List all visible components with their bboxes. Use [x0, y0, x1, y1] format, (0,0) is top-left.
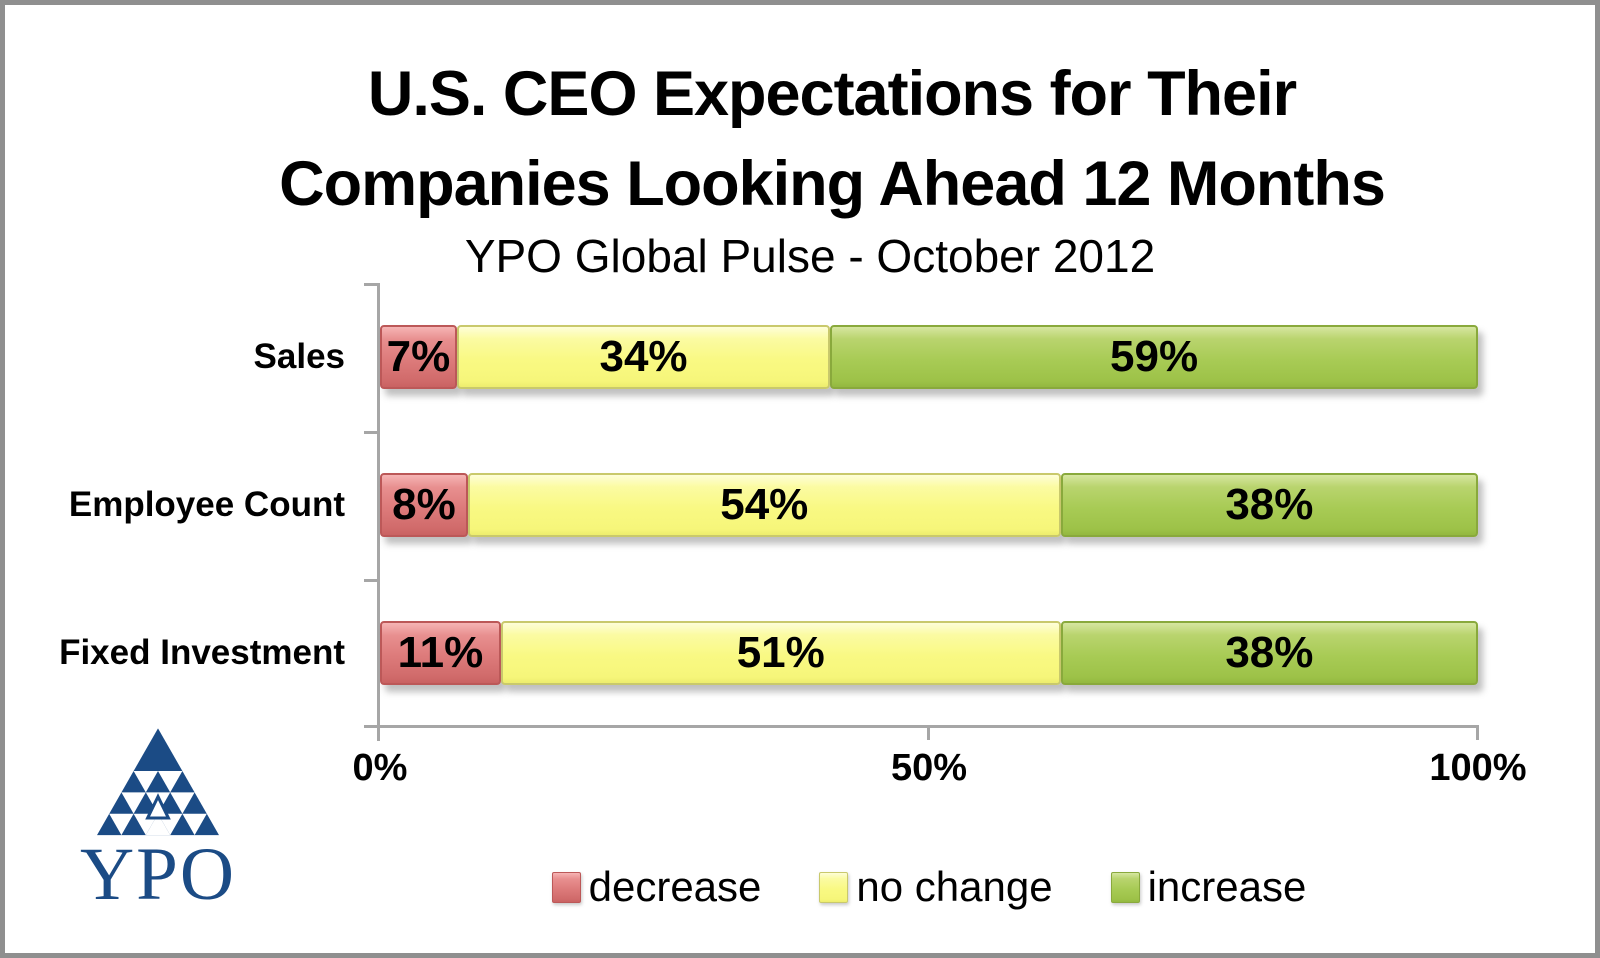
bar-segment-no-change: 54%: [467, 473, 1061, 537]
ypo-triangle-logo-icon: [97, 728, 219, 836]
bar-value-label: 11%: [397, 628, 484, 677]
bar-value-label: 54%: [720, 480, 809, 529]
bar-value-label: 38%: [1225, 480, 1314, 529]
legend-label: increase: [1147, 863, 1307, 910]
bar-row: 7% 34% 59%: [380, 325, 1478, 389]
category-label: Fixed Investment: [59, 633, 345, 672]
bar-segment-increase: 59%: [830, 325, 1478, 389]
legend-item-decrease: decrease: [551, 863, 762, 911]
y-axis-tick: [364, 431, 378, 434]
plot-rows: 7% 34% 59% 8% 54% 38% 11% 51% 38%: [380, 283, 1478, 728]
y-axis-tick: [364, 579, 378, 582]
bar-value-label: 59%: [1110, 332, 1199, 381]
legend-swatch-icon: [551, 871, 581, 903]
bar-segment-decrease: 7%: [380, 325, 457, 389]
x-tick-label: 0%: [352, 747, 408, 789]
chart-title: U.S. CEO Expectations for Their Companie…: [5, 49, 1595, 229]
ypo-logo-text: YPO: [79, 833, 237, 916]
x-axis-tick-100: [1476, 725, 1479, 740]
y-axis-tick: [364, 283, 378, 286]
legend-item-no-change: no change: [819, 863, 1053, 911]
y-axis-line: [377, 283, 380, 741]
legend-item-increase: increase: [1110, 863, 1307, 911]
bar-segment-no-change: 34%: [456, 325, 831, 389]
bar-value-label: 7%: [386, 332, 451, 381]
chart-subtitle: YPO Global Pulse - October 2012: [464, 230, 1156, 282]
bar-segment-no-change: 51%: [500, 621, 1061, 685]
bar-row: 8% 54% 38%: [380, 473, 1478, 537]
x-axis-tick-50: [927, 725, 930, 740]
category-axis-labels: Sales Employee Count Fixed Investment: [5, 283, 350, 728]
category-label: Employee Count: [68, 485, 345, 524]
bar-row: 11% 51% 38%: [380, 621, 1478, 685]
legend-swatch-icon: [819, 871, 849, 903]
chart-title-line1: U.S. CEO Expectations for Their: [367, 59, 1297, 129]
bar-segment-increase: 38%: [1060, 621, 1478, 685]
ypo-logo: YPO: [73, 727, 243, 916]
x-tick-label: 100%: [1429, 747, 1527, 789]
category-label: Sales: [253, 337, 345, 376]
legend: decrease no change increase: [380, 863, 1478, 911]
legend-swatch-icon: [1110, 871, 1140, 903]
bar-value-label: 38%: [1225, 628, 1314, 677]
x-tick-labels: 0% 50% 100%: [353, 747, 1527, 797]
bar-segment-decrease: 8%: [380, 473, 468, 537]
bar-value-label: 51%: [736, 628, 825, 677]
bar-value-label: 8%: [392, 480, 456, 529]
chart-title-line2: Companies Looking Ahead 12 Months: [279, 149, 1386, 219]
bar-segment-decrease: 11%: [380, 621, 501, 685]
bar-segment-increase: 38%: [1060, 473, 1478, 537]
legend-label: decrease: [588, 863, 762, 910]
x-axis-line: [367, 725, 1479, 728]
x-tick-label: 50%: [890, 747, 968, 789]
bar-value-label: 34%: [599, 332, 688, 381]
legend-label: no change: [856, 863, 1053, 910]
